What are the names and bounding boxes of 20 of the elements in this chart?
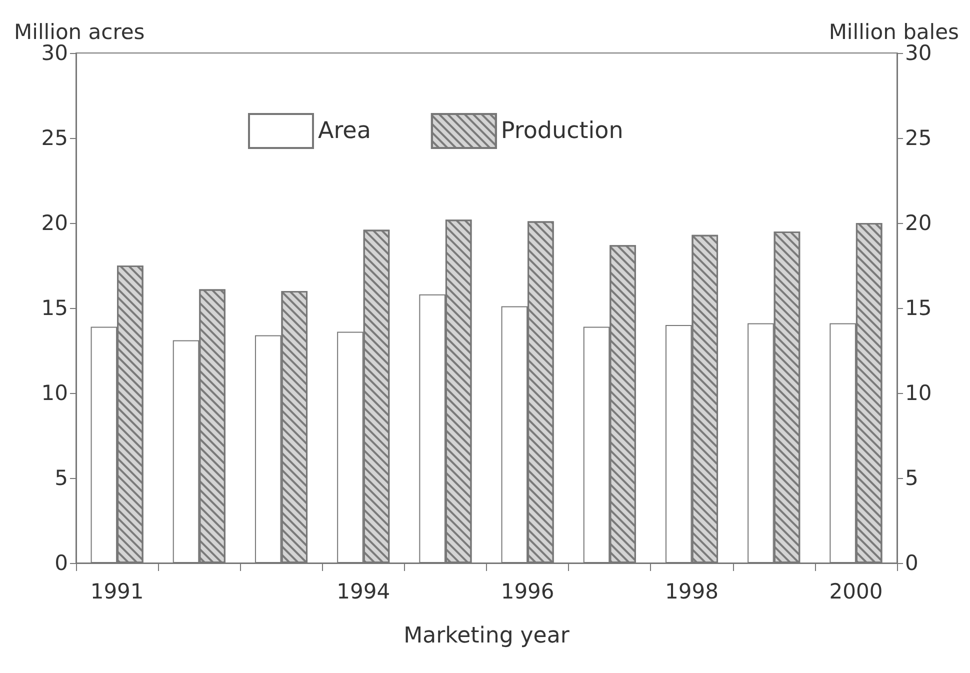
x-axis-title: Marketing year [404, 624, 570, 648]
legend-label: Area [318, 118, 371, 144]
y2-tick-label: 25 [905, 126, 932, 150]
y-tick-label: 25 [41, 126, 68, 150]
y-tick-label: 15 [41, 296, 68, 320]
y2-tick-label: 10 [905, 381, 932, 405]
y-tick-label: 20 [41, 211, 68, 235]
x-tick-label: 1991 [90, 580, 144, 604]
legend-label: Production [500, 118, 624, 144]
x-tick-label: 1994 [336, 580, 390, 604]
y-tick-label: 10 [41, 381, 68, 405]
y2-tick-label: 20 [905, 211, 932, 235]
x-tick-label: 1998 [665, 580, 718, 604]
x-tick-label: 1996 [500, 580, 554, 604]
y2-tick-label: 15 [905, 296, 932, 320]
y-tick-label: 5 [54, 466, 68, 490]
y2-tick-label: 5 [905, 466, 918, 490]
y-tick-label: 0 [54, 551, 68, 575]
y2-tick-label: 0 [905, 551, 918, 575]
x-tick-label: 2000 [829, 580, 883, 604]
